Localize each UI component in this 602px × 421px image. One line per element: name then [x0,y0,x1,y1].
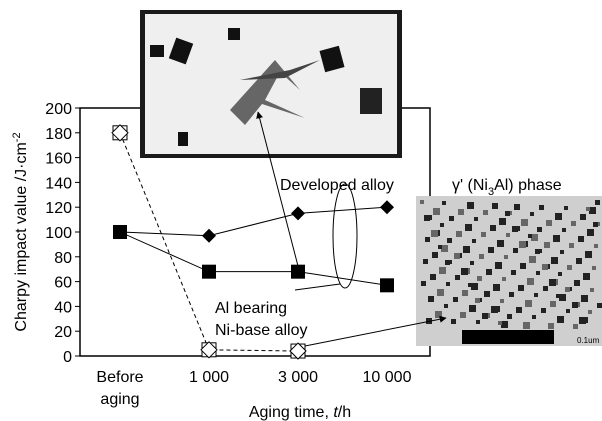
marker [202,228,216,243]
micrograph-gamma [416,196,602,346]
text-part: t [333,404,338,421]
text-part: γ' (Ni [452,177,488,194]
y-tick-label: 200 [45,101,72,118]
marker [380,200,394,215]
series-line [119,206,388,237]
y-tick-label: 120 [45,200,72,217]
marker [202,264,216,279]
marker [291,264,305,279]
text-part: Al) phase [494,177,562,194]
y-tick-label: 180 [45,126,72,143]
annotation: Al bearing [215,300,287,317]
micrograph-carbide [140,10,402,158]
marker-part [200,341,218,359]
marker [111,124,129,142]
x-axis-title: Aging time, t/h [249,404,351,421]
marker [113,225,127,239]
marker [291,206,305,221]
y-tick-label: 0 [63,349,72,366]
annotation: Developed alloy [280,177,394,194]
leader [294,283,341,291]
y-tick-label: 160 [45,151,72,168]
marker [380,278,394,293]
x-tick-label: 3 000 [278,369,318,386]
annotation: γ' (Ni3Al) phase [452,177,562,198]
scale-label: 0.1um [577,336,600,345]
arrow [256,111,299,267]
y-tick-label: 140 [45,175,72,192]
y-axis-title: Charpy impact value /J·cm-2 [11,132,30,331]
x-tick-label: 10 000 [363,369,412,386]
x-tick-label: 1 000 [189,369,229,386]
text-part: /h [338,404,351,421]
text-part: Aging time, [249,404,333,421]
y-tick-label: 40 [54,299,72,316]
text-part: -2 [11,132,23,142]
y-tick-label: 60 [54,275,72,292]
series-line [119,231,388,286]
marker [200,341,218,359]
marker-part [289,342,307,360]
arrow [304,315,447,347]
x-tick-label: Before aging [96,369,143,408]
y-tick-label: 80 [54,250,72,267]
marker [289,342,307,360]
marker-part [111,124,129,142]
y-tick-label: 20 [54,324,72,341]
annotation: Ni-base alloy [215,322,307,339]
y-tick-label: 100 [45,225,72,242]
group-ellipse [332,183,358,289]
text-part: Charpy impact value /J·cm [13,142,30,331]
text-part: 3 [488,186,494,198]
